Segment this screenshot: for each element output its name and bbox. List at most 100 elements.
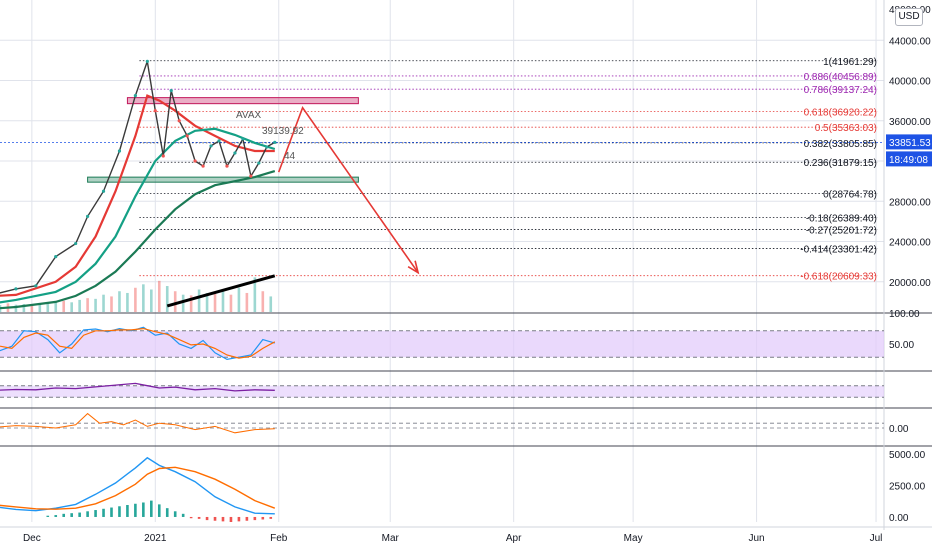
osc-tick-label: 0.00 <box>889 424 909 435</box>
volume-bar <box>197 289 201 312</box>
support-zone <box>87 176 359 183</box>
price-point <box>169 88 173 93</box>
macd-hist-bar <box>213 516 217 521</box>
macd-hist-bar <box>62 513 66 517</box>
fib-levels: 1(41961.29) 0.886(40456.89) 0.786(39137.24… <box>139 57 878 283</box>
fib-label: 0.786(39137.24) <box>804 85 877 96</box>
price-point <box>217 139 221 143</box>
countdown-tag <box>886 151 932 167</box>
macd-hist-bar <box>165 508 169 517</box>
time-tick-label: Feb <box>270 533 288 544</box>
volume-bar <box>150 289 153 312</box>
fib-label: 0.236(31879.15) <box>804 158 877 169</box>
volume-bar <box>173 291 177 312</box>
annotation-value-small: 44 <box>284 151 296 162</box>
volume-bar <box>54 301 58 312</box>
fib-label: 1(41961.29) <box>823 57 877 68</box>
fib-label: 0.382(33805.85) <box>804 139 877 150</box>
volume-bar <box>142 284 145 312</box>
stoch-band <box>0 330 884 358</box>
annotation-label: AVAX <box>236 110 262 121</box>
macd-hist-bar <box>110 507 113 517</box>
fib-label: -0.414(23301.42) <box>800 245 877 256</box>
time-tick-label: Mar <box>382 533 400 544</box>
volume-bar <box>221 291 225 312</box>
macd-hist-bar <box>126 505 129 517</box>
osc-line <box>0 412 275 434</box>
price-point <box>249 174 253 178</box>
volume-bar <box>30 305 34 312</box>
price-point <box>257 161 261 165</box>
macd-hist-bar <box>221 516 225 522</box>
price-point <box>265 145 269 149</box>
price-tick-label: 28000.00 <box>889 197 931 208</box>
macd-hist-bar <box>197 516 201 519</box>
volume-bar <box>237 287 241 312</box>
time-tick-label: 2021 <box>144 533 167 544</box>
volume-bar <box>102 294 105 312</box>
macd-tick-label: 5000.00 <box>889 450 926 461</box>
price-point <box>101 189 106 193</box>
volume-bar <box>229 294 233 312</box>
macd-hist-bar <box>205 516 209 521</box>
volume-bar <box>205 292 209 312</box>
time-tick-label: Apr <box>506 533 522 544</box>
price-point <box>193 159 197 163</box>
volume-bar <box>70 302 73 312</box>
stoch-top-label: 100.00 <box>889 309 920 320</box>
price-point <box>177 119 181 123</box>
price-tick-label: 44000.00 <box>889 36 931 47</box>
price-point <box>133 94 137 98</box>
price-point <box>117 149 122 153</box>
macd-hist-bar <box>46 515 50 517</box>
price-point <box>74 241 78 246</box>
price-points <box>14 59 277 291</box>
macd-hist-bar <box>269 516 273 519</box>
volume-bar <box>189 295 193 312</box>
price-tick-label: 24000.00 <box>889 238 931 249</box>
volume-bar <box>126 292 129 312</box>
price-tick-label: 40000.00 <box>889 77 931 88</box>
rsi-line <box>0 382 275 392</box>
volume-bar <box>157 280 161 312</box>
time-tick-label: Jul <box>870 533 883 544</box>
volume-bars <box>0 277 273 312</box>
price-point <box>54 255 58 259</box>
ema-line-2 <box>0 127 276 304</box>
macd-hist-bar <box>229 516 233 522</box>
macd-hist-bar <box>118 506 121 517</box>
stoch-d-line <box>0 327 276 359</box>
currency-button[interactable]: USD <box>895 8 923 26</box>
price-point <box>153 109 157 113</box>
volume-bar <box>134 287 137 312</box>
ema-line-1 <box>0 94 275 297</box>
resistance-zone <box>126 97 359 105</box>
macd-hist-bar <box>94 510 97 517</box>
price-tick-label: 36000.00 <box>889 117 931 128</box>
macd-histogram <box>46 500 273 522</box>
volume-bar <box>165 286 169 312</box>
volume-bar <box>22 304 26 312</box>
volume-bar <box>62 300 66 312</box>
volume-bar <box>14 304 18 312</box>
gridlines <box>0 0 884 522</box>
macd-tick-label: 2500.00 <box>889 482 926 493</box>
time-tick-label: Jun <box>749 533 765 544</box>
projection-arrowhead <box>407 260 420 275</box>
price-point <box>233 151 237 155</box>
volume-trendline <box>166 274 276 308</box>
price-point <box>34 284 38 288</box>
fib-label: 0.5(35363.03) <box>815 123 877 134</box>
price-point <box>145 59 149 63</box>
price-point <box>14 287 18 291</box>
macd-hist-bar <box>237 516 241 522</box>
price-point <box>86 214 90 218</box>
fib-label: -0.618(20609.33) <box>800 272 877 283</box>
macd-hist-bar <box>70 513 73 517</box>
price-point <box>201 164 205 168</box>
price-point <box>185 134 189 138</box>
macd-hist-bar <box>54 515 58 517</box>
last-price-tag <box>886 134 932 150</box>
